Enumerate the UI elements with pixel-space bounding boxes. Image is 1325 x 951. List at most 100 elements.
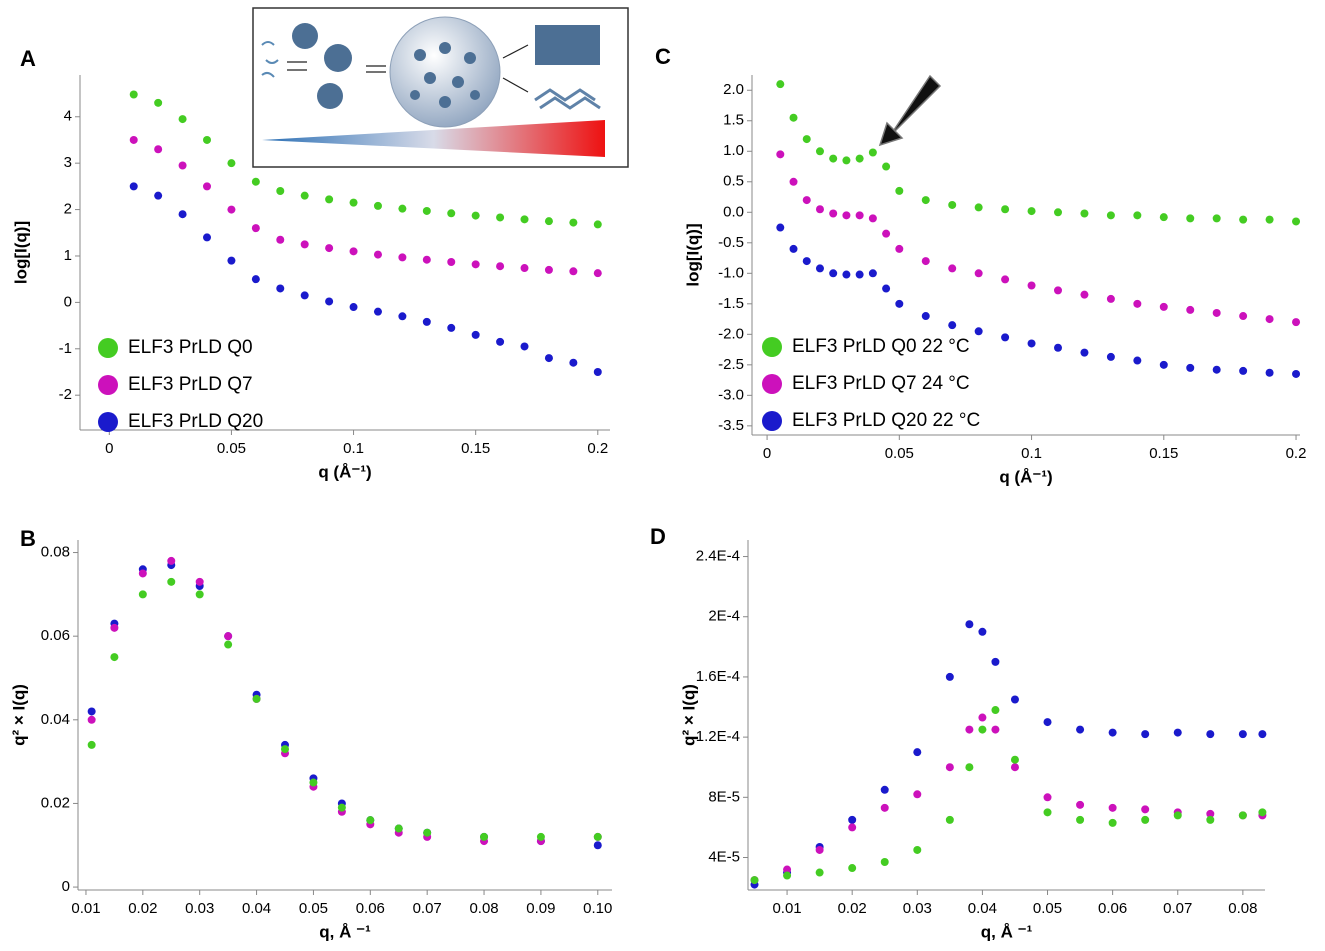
y-tick-label: 0 — [64, 293, 72, 310]
y-tick-label: 2 — [64, 201, 72, 218]
x-tick-label: 0.1 — [343, 440, 364, 457]
data-point — [802, 196, 811, 205]
data-point — [325, 297, 334, 306]
data-point — [110, 653, 119, 662]
data-point — [325, 195, 334, 204]
data-point — [842, 211, 851, 220]
data-point — [948, 264, 957, 273]
data-point — [373, 307, 382, 316]
y-tick-label: 4E-5 — [708, 848, 740, 865]
legend-label: ELF3 PrLD Q20 22 °C — [792, 410, 980, 431]
data-point — [1010, 755, 1019, 764]
data-point — [921, 257, 930, 266]
data-point — [974, 269, 983, 278]
legend-marker — [762, 337, 782, 357]
data-point — [520, 215, 529, 224]
data-point — [1141, 805, 1150, 814]
arrow — [878, 74, 942, 147]
data-point — [110, 623, 119, 632]
data-point — [829, 269, 838, 278]
data-point — [789, 177, 798, 186]
data-point — [252, 694, 261, 703]
data-point — [1054, 208, 1063, 217]
legend-marker — [98, 375, 118, 395]
data-point — [1173, 728, 1182, 737]
y-tick-label: 0.02 — [41, 794, 70, 811]
data-point — [480, 832, 489, 841]
data-point — [776, 80, 785, 89]
x-tick-label: 0.15 — [1149, 445, 1178, 462]
data-point — [1076, 725, 1085, 734]
y-tick-label: 2.0 — [723, 81, 744, 98]
x-tick-label: 0.03 — [903, 900, 932, 917]
x-axis-label: q, Å ⁻¹ — [319, 922, 371, 941]
data-point — [251, 224, 260, 233]
data-point — [1080, 348, 1089, 357]
y-tick-label: -3.5 — [718, 417, 744, 434]
data-point — [991, 706, 1000, 715]
y-tick-label: 2E-4 — [708, 608, 740, 625]
data-point — [1206, 730, 1215, 739]
data-point — [87, 715, 96, 724]
data-point — [1292, 217, 1301, 226]
data-point — [1141, 815, 1150, 824]
data-point — [848, 823, 857, 832]
data-point — [251, 275, 260, 284]
y-tick-label: 1.2E-4 — [696, 728, 740, 745]
data-point — [129, 182, 138, 191]
data-point — [447, 258, 456, 267]
data-point — [398, 253, 407, 262]
x-tick-label: 0.05 — [1033, 900, 1062, 917]
data-point — [1133, 299, 1142, 308]
legend-label: ELF3 PrLD Q0 22 °C — [792, 336, 970, 357]
data-point — [776, 150, 785, 159]
legend-marker — [762, 374, 782, 394]
data-point — [868, 269, 877, 278]
data-point — [776, 223, 785, 232]
data-point — [948, 321, 957, 330]
data-point — [593, 832, 602, 841]
data-point — [349, 247, 358, 256]
data-point — [1258, 730, 1267, 739]
data-point — [802, 257, 811, 266]
data-point — [154, 98, 163, 107]
data-point — [855, 154, 864, 163]
data-point — [398, 204, 407, 213]
data-point — [227, 256, 236, 265]
data-point — [880, 803, 889, 812]
legend-label: ELF3 PrLD Q0 — [128, 337, 253, 358]
legend-label: ELF3 PrLD Q20 — [128, 411, 263, 432]
data-point — [496, 213, 505, 222]
data-point — [815, 147, 824, 156]
data-point — [544, 217, 553, 226]
y-tick-label: 0.04 — [41, 711, 70, 728]
data-point — [829, 154, 838, 163]
y-tick-label: 1.5 — [723, 112, 744, 129]
data-point — [978, 713, 987, 722]
data-point — [1212, 308, 1221, 317]
data-point — [224, 640, 233, 649]
data-point — [154, 145, 163, 154]
y-tick-label: -3.0 — [718, 386, 744, 403]
y-tick-label: 0 — [62, 878, 70, 895]
data-point — [1108, 818, 1117, 827]
data-point — [1010, 695, 1019, 704]
data-point — [1001, 205, 1010, 214]
data-point — [276, 187, 285, 196]
data-point — [544, 265, 553, 274]
data-point — [569, 267, 578, 276]
data-point — [422, 255, 431, 264]
data-point — [948, 200, 957, 209]
data-point — [783, 865, 792, 874]
data-point — [1159, 213, 1168, 222]
x-tick-label: 0.2 — [1286, 445, 1307, 462]
y-axis-label: q² × I(q) — [679, 684, 698, 746]
panel-label: B — [20, 526, 36, 551]
data-point — [593, 220, 602, 229]
data-point — [1076, 815, 1085, 824]
data-point — [309, 778, 318, 787]
data-point — [536, 832, 545, 841]
x-tick-label: 0.04 — [968, 900, 997, 917]
legend-marker — [98, 412, 118, 432]
data-point — [422, 206, 431, 215]
